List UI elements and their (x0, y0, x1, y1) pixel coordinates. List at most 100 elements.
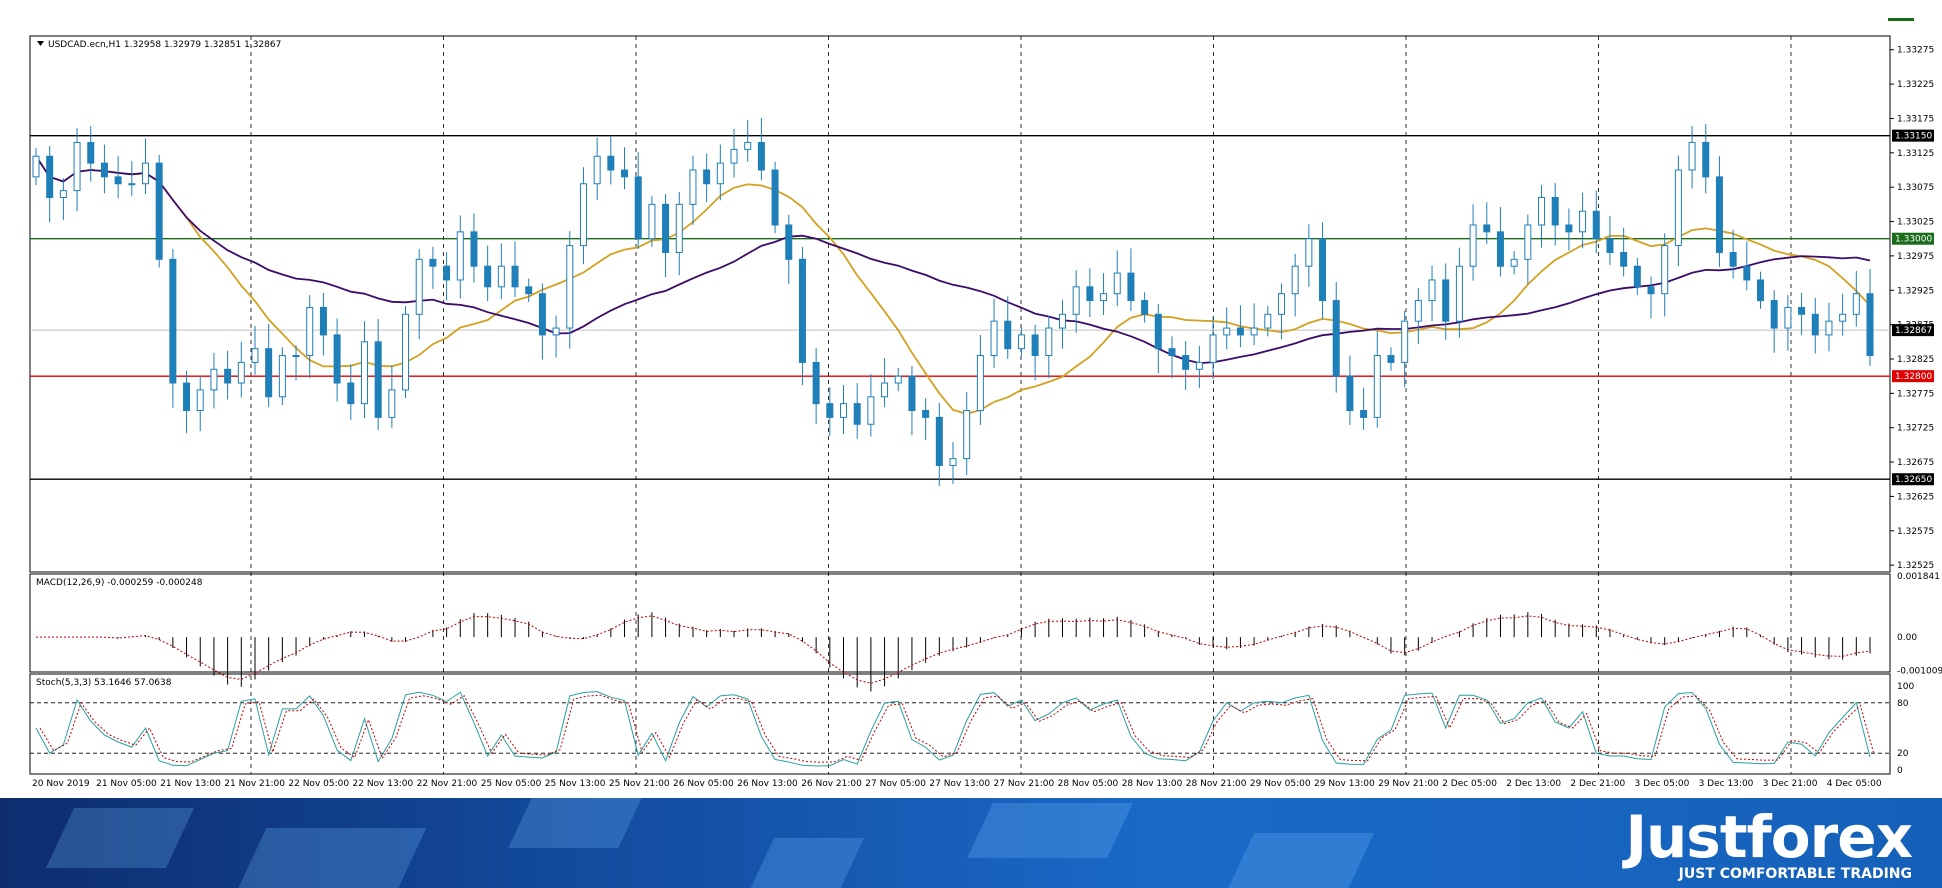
candle-body (251, 348, 259, 363)
stochastic-indicator: 100 80 20 0 (30, 682, 1914, 776)
time-tick-label: 2 Dec 13:00 (1506, 779, 1561, 789)
candle-body (552, 327, 560, 336)
time-tick-label: 2 Dec 05:00 (1442, 779, 1497, 789)
candle-body (1264, 313, 1272, 329)
candle-body (511, 265, 519, 288)
stoch-k-line (35, 691, 1871, 767)
candle-body (1017, 334, 1025, 350)
candle-body (265, 348, 273, 398)
candle-body (703, 169, 711, 185)
candle-body (716, 162, 724, 185)
candle-body (1154, 313, 1162, 350)
level-tag-label: 1.32800 (1895, 372, 1932, 382)
time-tick-label: 25 Nov 05:00 (481, 779, 542, 789)
candle-body (306, 306, 314, 357)
candle-body (237, 361, 245, 384)
candle-body (1702, 142, 1710, 178)
price-tick-label: 1.33025 (1897, 218, 1934, 228)
fast-moving-average-line (35, 155, 1871, 415)
candle-body (292, 355, 300, 358)
candle-body (59, 190, 67, 198)
candle-body (1414, 300, 1422, 322)
time-tick-label: 27 Nov 21:00 (994, 779, 1055, 789)
candle-body (963, 410, 971, 460)
candle-body (1360, 410, 1368, 418)
stoch-tick-label: 100 (1897, 682, 1914, 692)
candle-body (114, 176, 122, 185)
level-tag-label: 1.33000 (1895, 235, 1932, 245)
price-tick-label: 1.32675 (1897, 458, 1934, 468)
price-tick-label: 1.32525 (1897, 561, 1934, 571)
level-tag (1892, 232, 1934, 245)
candle-body (1688, 142, 1696, 171)
candle-body (100, 162, 108, 178)
justforex-logo: Justforex (1625, 803, 1913, 871)
candle-body (1579, 210, 1587, 233)
candle-body (402, 313, 410, 391)
candle-body (538, 293, 546, 336)
candle-body (1757, 279, 1765, 302)
time-tick-label: 21 Nov 13:00 (160, 779, 221, 789)
stoch-label: Stoch(5,3,3) 53.1646 57.0638 (36, 678, 172, 688)
candle-body (1045, 327, 1053, 357)
candle-body (1839, 313, 1847, 322)
time-tick-label: 4 Dec 05:00 (1827, 779, 1882, 789)
level-tag (1892, 473, 1934, 486)
candle-body (1811, 313, 1819, 336)
candle-body (607, 155, 615, 171)
candle-body (730, 148, 738, 164)
candle-body (183, 382, 191, 412)
time-tick-label: 28 Nov 13:00 (1122, 779, 1183, 789)
candle-body (1647, 286, 1655, 295)
level-tag (1892, 370, 1934, 383)
time-tick-label: 26 Nov 05:00 (673, 779, 734, 789)
candle-body (1401, 320, 1409, 363)
candle-body (470, 231, 478, 267)
symbol-dropdown-icon[interactable] (37, 41, 44, 46)
price-tick-label: 1.33275 (1897, 46, 1934, 56)
slow-moving-average-line (35, 155, 1871, 365)
candle-body (429, 258, 437, 267)
candle-body (1455, 265, 1463, 322)
candle-body (333, 334, 341, 384)
candle-body (1387, 355, 1395, 363)
macd-panel-frame (29, 573, 1891, 673)
macd-tick-label: 0.00 (1897, 633, 1917, 643)
time-tick-label: 26 Nov 21:00 (801, 779, 862, 789)
candle-body (141, 162, 149, 185)
chart-title: USDCAD.ecn,H1 1.32958 1.32979 1.32851 1.… (48, 40, 281, 50)
level-tag-label: 1.32650 (1895, 475, 1932, 485)
candle-body (1058, 313, 1066, 329)
candle-body (169, 258, 177, 384)
macd-tick-label: -0.001009 (1897, 667, 1942, 677)
candle-body (1223, 327, 1231, 336)
candle-body (1551, 196, 1559, 226)
candle-body (347, 382, 355, 405)
candle-body (840, 403, 848, 418)
candle-body (1100, 293, 1108, 302)
time-tick-label: 29 Nov 13:00 (1314, 779, 1375, 789)
time-tick-label: 3 Dec 21:00 (1763, 779, 1818, 789)
candle-body (990, 320, 998, 357)
candle-body (1592, 210, 1600, 240)
candle-body (867, 396, 875, 425)
candle-body (621, 169, 629, 178)
candle-body (1195, 361, 1203, 370)
candle-body (881, 382, 889, 398)
candle-body (319, 306, 327, 336)
candle-body (497, 265, 505, 288)
candle-body (689, 169, 697, 205)
candle-body (1113, 272, 1121, 295)
candle-body (1072, 286, 1080, 315)
time-tick-label: 25 Nov 21:00 (609, 779, 670, 789)
candle-body (1633, 265, 1641, 288)
time-tick-label: 21 Nov 05:00 (96, 779, 157, 789)
candle-body (388, 389, 396, 418)
candle-body (1524, 224, 1532, 260)
candle-body (1141, 300, 1149, 315)
candle-body (32, 155, 40, 178)
candle-body (87, 142, 95, 164)
candle-body (1346, 375, 1354, 412)
candle-body (1770, 300, 1778, 329)
current-price-tag (1892, 324, 1934, 337)
